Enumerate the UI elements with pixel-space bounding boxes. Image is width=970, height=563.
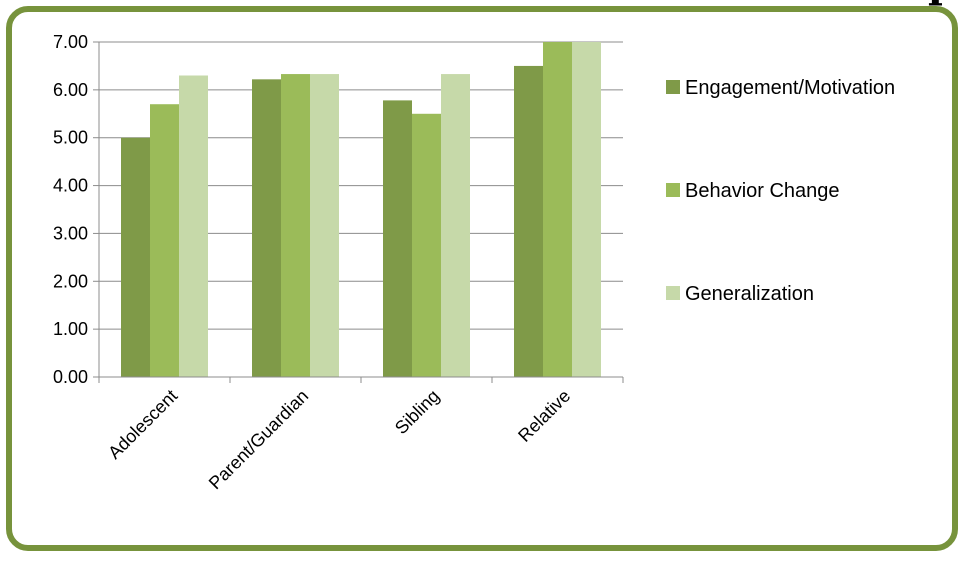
- x-tick-label: Adolescent: [104, 386, 181, 463]
- x-tick-label: Parent/Guardian: [205, 386, 313, 494]
- x-tick-labels: Adolescent Parent/Guardian Sibling Relative: [104, 386, 574, 494]
- bar-engagement-motivation-relative: [514, 65, 543, 377]
- bar-behavior-change-parent-guardian: [281, 74, 310, 378]
- y-tick-label: 3.00: [53, 223, 88, 243]
- legend-swatch: [666, 80, 680, 94]
- legend-label: Generalization: [685, 283, 814, 305]
- bars: [121, 42, 601, 378]
- bar-behavior-change-sibling: [412, 113, 441, 378]
- legend-swatch: [666, 286, 680, 300]
- bar-behavior-change-adolescent: [150, 104, 179, 377]
- x-tick-label: Sibling: [391, 386, 443, 438]
- bar-generalization-parent-guardian: [310, 74, 339, 378]
- axes: [98, 42, 624, 383]
- bar-engagement-motivation-sibling: [383, 100, 412, 377]
- legend: Engagement/Motivation Behavior Change Gene…: [666, 77, 895, 305]
- title-fragment: p: [928, 0, 956, 4]
- bar-engagement-motivation-adolescent: [121, 137, 150, 377]
- x-tick-label: Relative: [514, 386, 574, 446]
- y-tick-label: 4.00: [53, 176, 88, 196]
- bar-engagement-motivation-parent-guardian: [252, 79, 281, 377]
- y-tick-label: 0.00: [53, 367, 88, 387]
- legend-label: Behavior Change: [685, 180, 840, 202]
- bar-behavior-change-relative: [543, 42, 572, 377]
- bar-generalization-sibling: [441, 74, 470, 378]
- legend-label: Engagement/Motivation: [685, 77, 895, 99]
- y-tick-label: 5.00: [53, 128, 88, 148]
- y-tick-labels: 0.00 1.00 2.00 3.00 4.00 5.00 6.00 7.00: [53, 32, 88, 387]
- y-tick-label: 2.00: [53, 271, 88, 291]
- y-tick-label: 7.00: [53, 32, 88, 52]
- y-tick-label: 1.00: [53, 319, 88, 339]
- bar-generalization-relative: [572, 42, 601, 377]
- bar-generalization-adolescent: [179, 75, 208, 377]
- y-tick-label: 6.00: [53, 80, 88, 100]
- legend-swatch: [666, 183, 680, 197]
